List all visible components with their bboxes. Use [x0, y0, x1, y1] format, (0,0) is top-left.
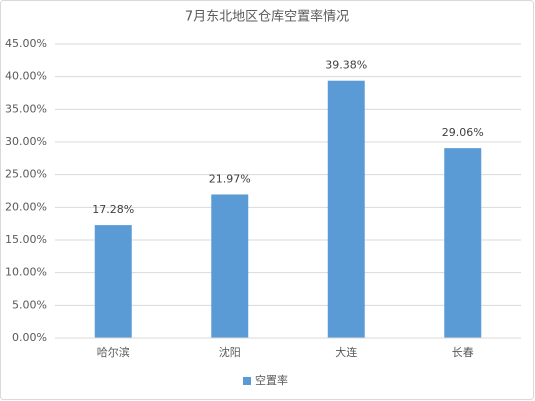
- value-label: 17.28%: [92, 203, 134, 216]
- x-tick-label: 长春: [452, 346, 474, 359]
- y-tick-label: 45.00%: [5, 37, 47, 50]
- legend-label: 空置率: [255, 373, 288, 387]
- bar: [94, 225, 132, 338]
- x-tick-label: 哈尔滨: [97, 345, 130, 359]
- y-tick-label: 10.00%: [5, 266, 47, 279]
- y-tick-label: 25.00%: [5, 168, 47, 181]
- x-tick-label: 沈阳: [219, 345, 241, 359]
- value-label: 29.06%: [442, 126, 484, 139]
- y-tick-label: 0.00%: [12, 331, 47, 344]
- x-tick-label: 大连: [335, 345, 357, 359]
- y-tick-label: 20.00%: [5, 200, 47, 213]
- y-tick-label: 15.00%: [5, 233, 47, 246]
- bar: [211, 194, 249, 338]
- y-tick-label: 30.00%: [5, 135, 47, 148]
- legend-swatch: [243, 377, 251, 385]
- value-label: 39.38%: [325, 59, 367, 72]
- chart-title: 7月东北地区仓库空置率情况: [185, 9, 349, 25]
- y-tick-label: 35.00%: [5, 102, 47, 115]
- bar: [444, 148, 482, 338]
- y-tick-label: 5.00%: [12, 298, 47, 311]
- y-tick-label: 40.00%: [5, 70, 47, 83]
- value-label: 21.97%: [209, 172, 251, 185]
- bar: [327, 80, 365, 338]
